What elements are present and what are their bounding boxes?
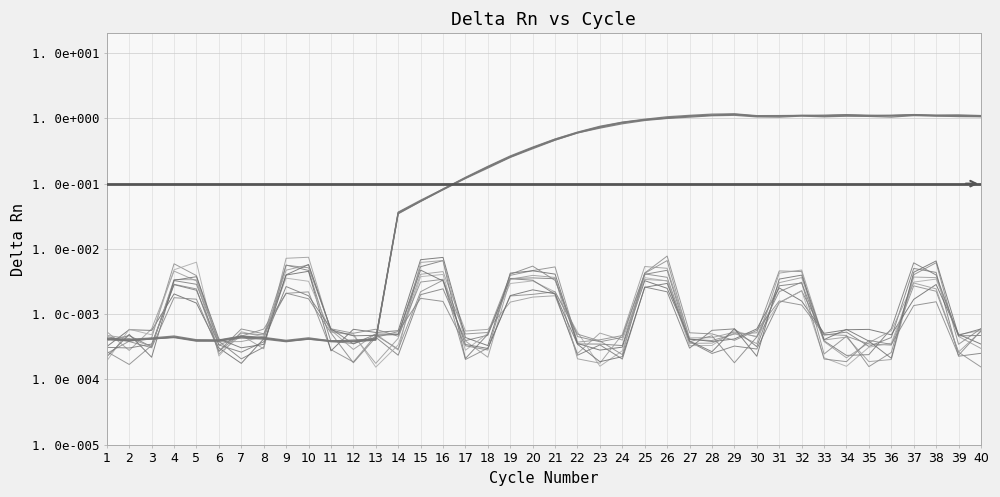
Title: Delta Rn vs Cycle: Delta Rn vs Cycle xyxy=(451,11,636,29)
X-axis label: Cycle Number: Cycle Number xyxy=(489,471,599,486)
Y-axis label: Delta Rn: Delta Rn xyxy=(11,203,26,275)
